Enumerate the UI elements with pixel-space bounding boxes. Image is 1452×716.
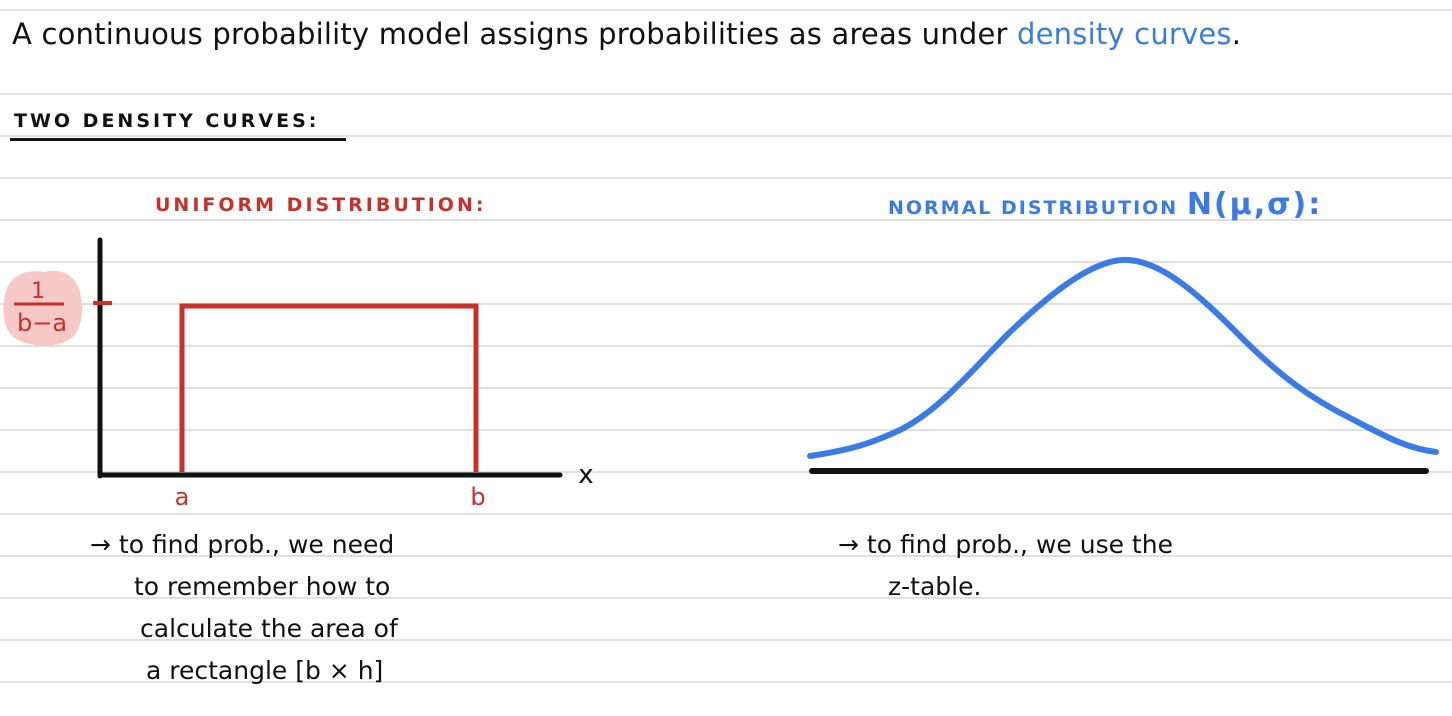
uniform-note-line: to remember how to	[134, 572, 391, 601]
headline-end: .	[1231, 17, 1242, 51]
uniform-x-label: x	[578, 460, 593, 490]
headline-text: A continuous probability model assigns p…	[12, 17, 1018, 51]
uniform-notes: → to find prob., we need to remember how…	[90, 524, 398, 692]
height-label-num: 1	[31, 279, 45, 304]
height-label-highlight	[3, 270, 82, 346]
uniform-note-line: calculate the area of	[140, 614, 398, 643]
normal-title-text: NORMAL DISTRIBUTION	[888, 197, 1179, 219]
height-label-den: b−a	[17, 309, 67, 337]
normal-notes: → to find prob., we use the z-table.	[838, 524, 1173, 608]
section-underline	[10, 138, 346, 141]
section-title: TWO DENSITY CURVES:	[14, 110, 320, 132]
uniform-b-label: b	[470, 483, 485, 511]
normal-note-line: → to find prob., we use the	[838, 530, 1173, 559]
uniform-note-line: → to find prob., we need	[90, 530, 395, 559]
headline-highlight: density curves	[1017, 17, 1232, 51]
headline: A continuous probability model assigns p…	[12, 20, 1241, 49]
normal-title: NORMAL DISTRIBUTION N(μ,σ):	[888, 190, 1322, 220]
normal-density-curve	[807, 256, 1439, 459]
uniform-density	[179, 303, 479, 472]
normal-note-line: z-table.	[888, 572, 982, 601]
uniform-title: UNIFORM DISTRIBUTION:	[155, 194, 487, 216]
uniform-a-label: a	[175, 483, 190, 511]
uniform-note-line: a rectangle [b × h]	[146, 656, 384, 685]
normal-symbol: N(μ,σ):	[1186, 187, 1323, 222]
